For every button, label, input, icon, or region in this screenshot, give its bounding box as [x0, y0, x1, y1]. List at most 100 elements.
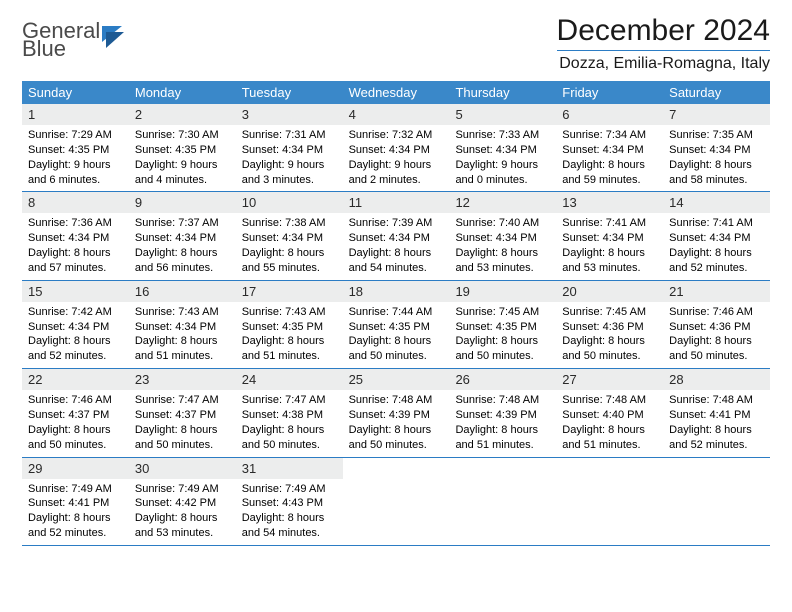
calendar-day: 30Sunrise: 7:49 AMSunset: 4:42 PMDayligh…: [129, 458, 236, 545]
day-number: 21: [663, 281, 770, 302]
calendar-day: 15Sunrise: 7:42 AMSunset: 4:34 PMDayligh…: [22, 281, 129, 368]
calendar-day: 29Sunrise: 7:49 AMSunset: 4:41 PMDayligh…: [22, 458, 129, 545]
day-number-empty: [663, 458, 770, 479]
calendar-day: 2Sunrise: 7:30 AMSunset: 4:35 PMDaylight…: [129, 104, 236, 191]
calendar-day: 1Sunrise: 7:29 AMSunset: 4:35 PMDaylight…: [22, 104, 129, 191]
logo-text-block: General Blue: [22, 20, 100, 60]
calendar-week: 22Sunrise: 7:46 AMSunset: 4:37 PMDayligh…: [22, 369, 770, 457]
day-number: 5: [449, 104, 556, 125]
day-info: Sunrise: 7:37 AMSunset: 4:34 PMDaylight:…: [129, 213, 236, 275]
logo: General Blue: [22, 14, 126, 60]
calendar-day: 3Sunrise: 7:31 AMSunset: 4:34 PMDaylight…: [236, 104, 343, 191]
month-title: December 2024: [557, 14, 770, 51]
calendar-day: 16Sunrise: 7:43 AMSunset: 4:34 PMDayligh…: [129, 281, 236, 368]
calendar-weeks: 1Sunrise: 7:29 AMSunset: 4:35 PMDaylight…: [22, 104, 770, 546]
day-number: 26: [449, 369, 556, 390]
calendar-day: 5Sunrise: 7:33 AMSunset: 4:34 PMDaylight…: [449, 104, 556, 191]
calendar-day-empty: [663, 458, 770, 545]
day-number: 28: [663, 369, 770, 390]
day-number: 22: [22, 369, 129, 390]
logo-triangle-icon: [100, 24, 126, 57]
calendar-day: 12Sunrise: 7:40 AMSunset: 4:34 PMDayligh…: [449, 192, 556, 279]
day-number: 10: [236, 192, 343, 213]
day-info: Sunrise: 7:44 AMSunset: 4:35 PMDaylight:…: [343, 302, 450, 364]
calendar-day: 24Sunrise: 7:47 AMSunset: 4:38 PMDayligh…: [236, 369, 343, 456]
day-info: Sunrise: 7:48 AMSunset: 4:40 PMDaylight:…: [556, 390, 663, 452]
day-info: Sunrise: 7:43 AMSunset: 4:35 PMDaylight:…: [236, 302, 343, 364]
day-number: 30: [129, 458, 236, 479]
calendar-day: 4Sunrise: 7:32 AMSunset: 4:34 PMDaylight…: [343, 104, 450, 191]
day-info: Sunrise: 7:49 AMSunset: 4:42 PMDaylight:…: [129, 479, 236, 541]
day-number: 12: [449, 192, 556, 213]
calendar-day-empty: [449, 458, 556, 545]
day-number: 11: [343, 192, 450, 213]
day-header: Tuesday: [236, 81, 343, 104]
day-number: 16: [129, 281, 236, 302]
calendar-day: 14Sunrise: 7:41 AMSunset: 4:34 PMDayligh…: [663, 192, 770, 279]
calendar-day: 7Sunrise: 7:35 AMSunset: 4:34 PMDaylight…: [663, 104, 770, 191]
day-number: 23: [129, 369, 236, 390]
day-number: 17: [236, 281, 343, 302]
calendar-day: 19Sunrise: 7:45 AMSunset: 4:35 PMDayligh…: [449, 281, 556, 368]
day-info: Sunrise: 7:43 AMSunset: 4:34 PMDaylight:…: [129, 302, 236, 364]
title-block: December 2024 Dozza, Emilia-Romagna, Ita…: [557, 14, 770, 73]
day-header-row: SundayMondayTuesdayWednesdayThursdayFrid…: [22, 81, 770, 104]
day-number: 6: [556, 104, 663, 125]
calendar-day: 31Sunrise: 7:49 AMSunset: 4:43 PMDayligh…: [236, 458, 343, 545]
day-info: Sunrise: 7:49 AMSunset: 4:41 PMDaylight:…: [22, 479, 129, 541]
day-info: Sunrise: 7:38 AMSunset: 4:34 PMDaylight:…: [236, 213, 343, 275]
day-number: 25: [343, 369, 450, 390]
day-header: Monday: [129, 81, 236, 104]
day-number: 4: [343, 104, 450, 125]
calendar-day: 17Sunrise: 7:43 AMSunset: 4:35 PMDayligh…: [236, 281, 343, 368]
day-info: Sunrise: 7:47 AMSunset: 4:38 PMDaylight:…: [236, 390, 343, 452]
day-header: Wednesday: [343, 81, 450, 104]
calendar-week: 15Sunrise: 7:42 AMSunset: 4:34 PMDayligh…: [22, 281, 770, 369]
calendar-day: 20Sunrise: 7:45 AMSunset: 4:36 PMDayligh…: [556, 281, 663, 368]
calendar-week: 1Sunrise: 7:29 AMSunset: 4:35 PMDaylight…: [22, 104, 770, 192]
calendar-day: 22Sunrise: 7:46 AMSunset: 4:37 PMDayligh…: [22, 369, 129, 456]
day-info: Sunrise: 7:45 AMSunset: 4:36 PMDaylight:…: [556, 302, 663, 364]
day-header: Thursday: [449, 81, 556, 104]
day-number: 27: [556, 369, 663, 390]
day-info: Sunrise: 7:39 AMSunset: 4:34 PMDaylight:…: [343, 213, 450, 275]
calendar-day: 18Sunrise: 7:44 AMSunset: 4:35 PMDayligh…: [343, 281, 450, 368]
calendar-week: 29Sunrise: 7:49 AMSunset: 4:41 PMDayligh…: [22, 458, 770, 546]
day-info: Sunrise: 7:41 AMSunset: 4:34 PMDaylight:…: [663, 213, 770, 275]
day-number: 20: [556, 281, 663, 302]
day-info: Sunrise: 7:48 AMSunset: 4:39 PMDaylight:…: [449, 390, 556, 452]
day-info: Sunrise: 7:46 AMSunset: 4:37 PMDaylight:…: [22, 390, 129, 452]
calendar-day: 21Sunrise: 7:46 AMSunset: 4:36 PMDayligh…: [663, 281, 770, 368]
day-header: Friday: [556, 81, 663, 104]
day-info: Sunrise: 7:33 AMSunset: 4:34 PMDaylight:…: [449, 125, 556, 187]
day-number: 19: [449, 281, 556, 302]
day-number: 1: [22, 104, 129, 125]
day-number-empty: [556, 458, 663, 479]
calendar-week: 8Sunrise: 7:36 AMSunset: 4:34 PMDaylight…: [22, 192, 770, 280]
calendar-day: 23Sunrise: 7:47 AMSunset: 4:37 PMDayligh…: [129, 369, 236, 456]
day-info: Sunrise: 7:30 AMSunset: 4:35 PMDaylight:…: [129, 125, 236, 187]
day-info: Sunrise: 7:36 AMSunset: 4:34 PMDaylight:…: [22, 213, 129, 275]
calendar-day: 27Sunrise: 7:48 AMSunset: 4:40 PMDayligh…: [556, 369, 663, 456]
calendar-day: 9Sunrise: 7:37 AMSunset: 4:34 PMDaylight…: [129, 192, 236, 279]
day-info: Sunrise: 7:42 AMSunset: 4:34 PMDaylight:…: [22, 302, 129, 364]
calendar-day: 28Sunrise: 7:48 AMSunset: 4:41 PMDayligh…: [663, 369, 770, 456]
day-number: 29: [22, 458, 129, 479]
day-info: Sunrise: 7:41 AMSunset: 4:34 PMDaylight:…: [556, 213, 663, 275]
day-info: Sunrise: 7:29 AMSunset: 4:35 PMDaylight:…: [22, 125, 129, 187]
day-header: Saturday: [663, 81, 770, 104]
day-info: Sunrise: 7:48 AMSunset: 4:39 PMDaylight:…: [343, 390, 450, 452]
day-number: 2: [129, 104, 236, 125]
day-info: Sunrise: 7:31 AMSunset: 4:34 PMDaylight:…: [236, 125, 343, 187]
calendar-day: 11Sunrise: 7:39 AMSunset: 4:34 PMDayligh…: [343, 192, 450, 279]
calendar-day-empty: [556, 458, 663, 545]
calendar-day: 8Sunrise: 7:36 AMSunset: 4:34 PMDaylight…: [22, 192, 129, 279]
calendar-day: 10Sunrise: 7:38 AMSunset: 4:34 PMDayligh…: [236, 192, 343, 279]
day-number: 8: [22, 192, 129, 213]
day-number: 31: [236, 458, 343, 479]
day-number-empty: [449, 458, 556, 479]
day-info: Sunrise: 7:45 AMSunset: 4:35 PMDaylight:…: [449, 302, 556, 364]
day-info: Sunrise: 7:32 AMSunset: 4:34 PMDaylight:…: [343, 125, 450, 187]
calendar-day: 26Sunrise: 7:48 AMSunset: 4:39 PMDayligh…: [449, 369, 556, 456]
day-info: Sunrise: 7:46 AMSunset: 4:36 PMDaylight:…: [663, 302, 770, 364]
